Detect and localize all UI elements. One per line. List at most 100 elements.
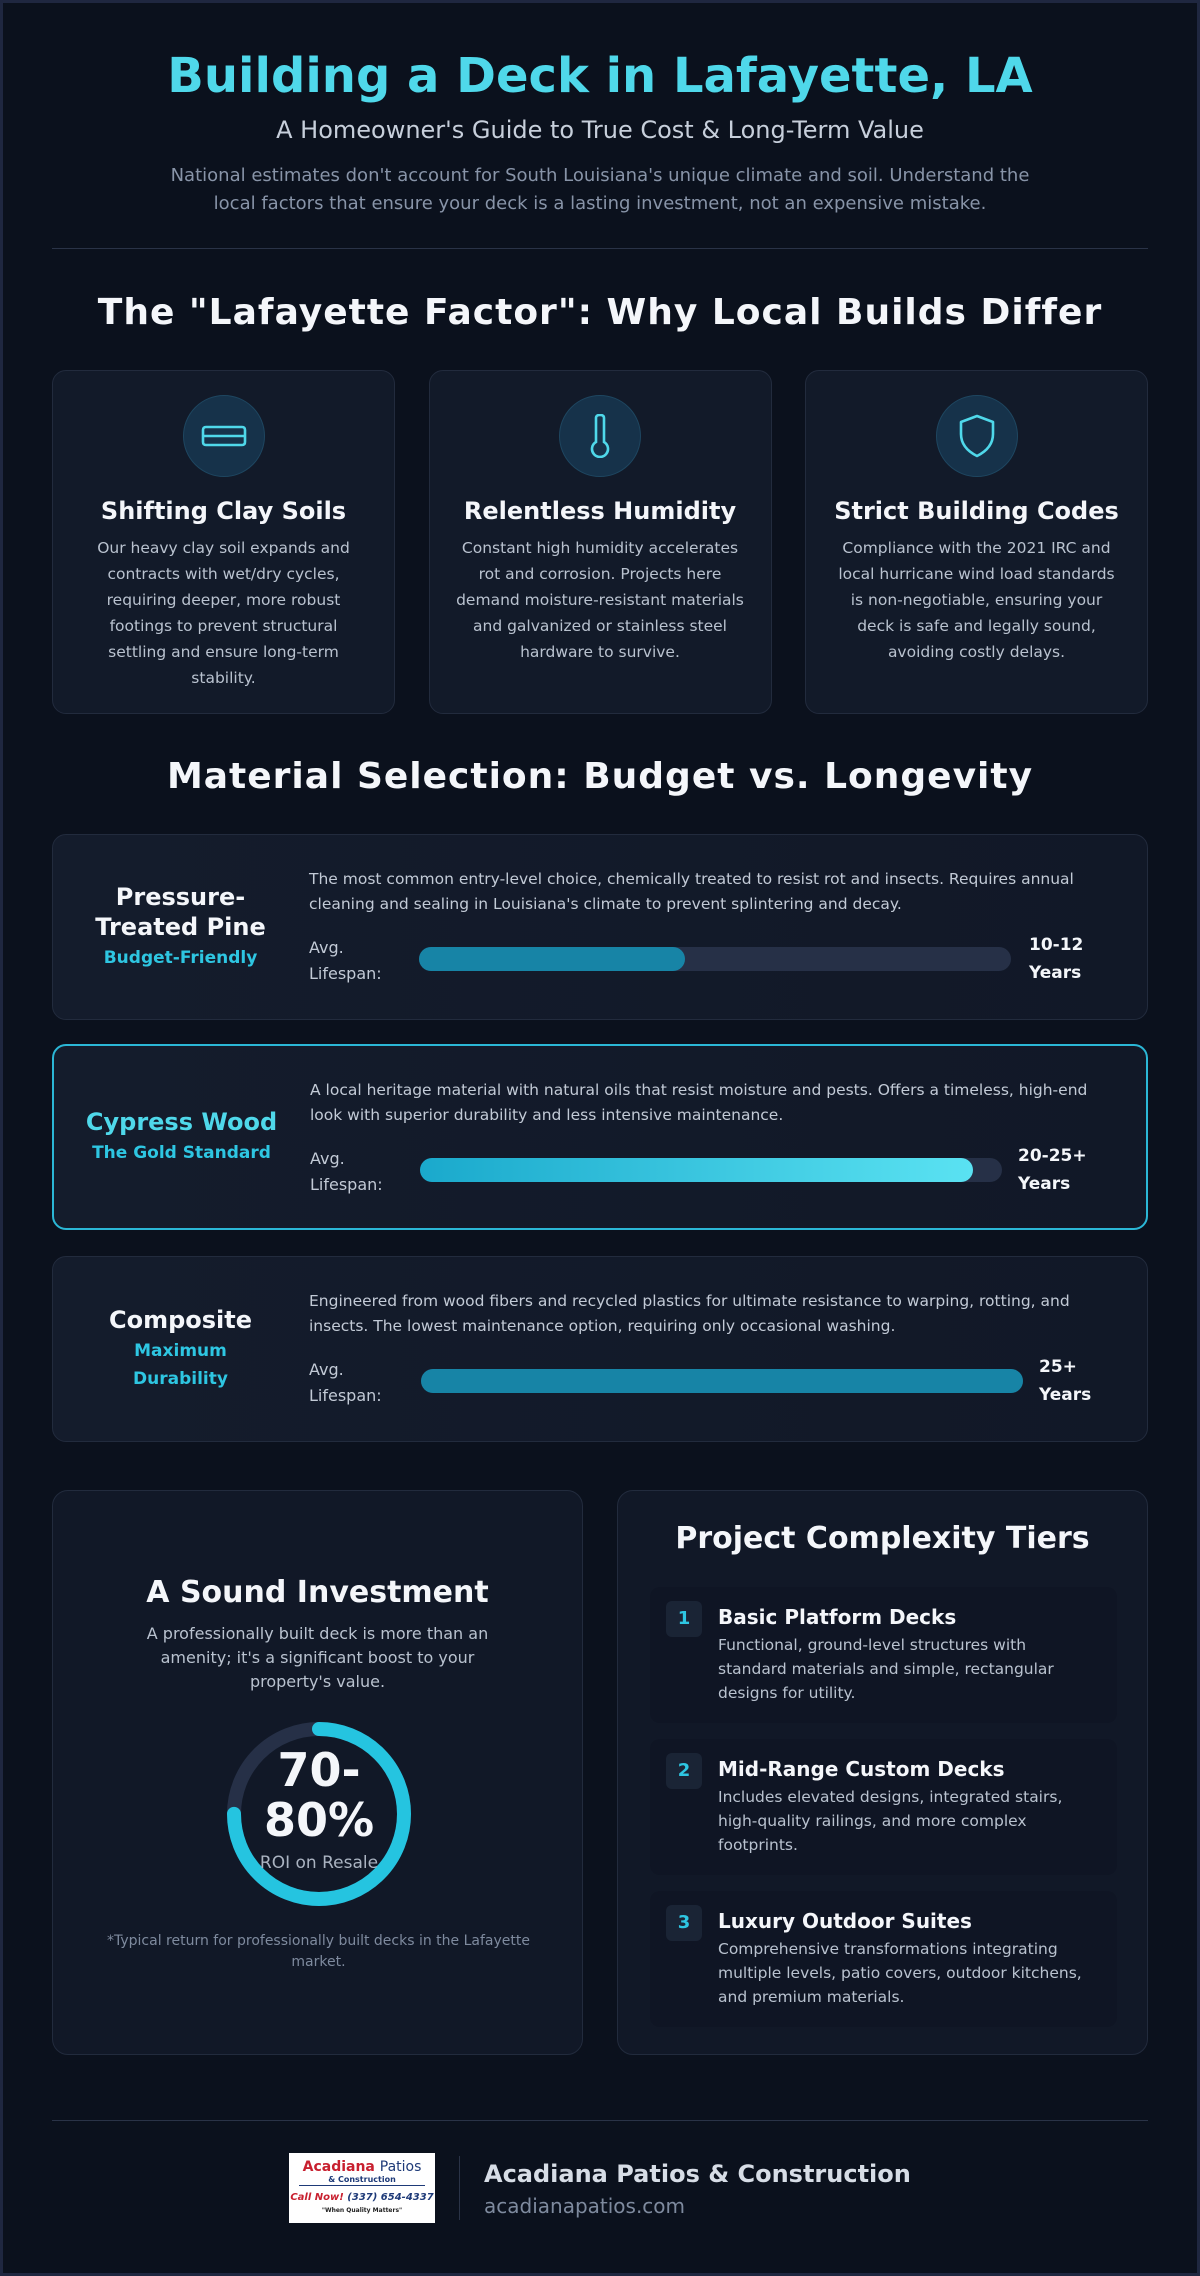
material-heading: Cypress Wood The Gold Standard bbox=[54, 1046, 309, 1228]
tier-title: Mid-Range Custom Decks bbox=[718, 1757, 1005, 1781]
shield-icon bbox=[935, 395, 1018, 477]
material-desc: Engineered from wood fibers and recycled… bbox=[309, 1292, 1070, 1335]
lifespan-label-1: Avg. bbox=[309, 938, 344, 957]
tier-number: 3 bbox=[666, 1905, 702, 1941]
lifespan-value-2: Years bbox=[1029, 963, 1082, 983]
factor-text: Compliance with the 2021 IRC and local h… bbox=[838, 539, 1115, 661]
clay-soil-icon bbox=[182, 395, 265, 477]
lifespan-value: 25+ Years bbox=[1039, 1353, 1091, 1409]
logo-word-1: Acadiana bbox=[302, 2159, 375, 2175]
materials-title: Material Selection: Budget vs. Longevity bbox=[166, 756, 1034, 797]
lifespan-bar-track bbox=[420, 1158, 1002, 1182]
material-heading: Pressure- Treated Pine Budget-Friendly bbox=[53, 835, 308, 1019]
lifespan-value-1: 20-25+ bbox=[1018, 1146, 1087, 1166]
investment-panel: A Sound Investment A professionally buil… bbox=[52, 1490, 583, 2055]
roi-ring-arc bbox=[227, 1722, 411, 1906]
roi-value-line-1: 70- bbox=[277, 1743, 361, 1797]
logo-word-2: Patios bbox=[379, 2159, 422, 2175]
logo-phone: (337) 654-4337 bbox=[347, 2192, 434, 2203]
lifespan-label-2: Lifespan: bbox=[309, 1386, 382, 1405]
intro-line-1: National estimates don't account for Sou… bbox=[170, 165, 1030, 186]
tier-title: Luxury Outdoor Suites bbox=[718, 1909, 972, 1933]
tier-number: 2 bbox=[666, 1753, 702, 1789]
factor-card-clay: Shifting Clay Soils Our heavy clay soil … bbox=[52, 370, 395, 714]
footer-divider bbox=[52, 2120, 1148, 2121]
roi-label: ROI on Resale bbox=[259, 1853, 379, 1873]
material-tag-line-1: Maximum bbox=[134, 1341, 227, 1361]
roi-ring: 70- 80% ROI on Resale bbox=[224, 1719, 414, 1909]
material-name: Cypress Wood bbox=[85, 1108, 278, 1136]
page-header: Building a Deck in Lafayette, LA A Homeo… bbox=[52, 44, 1148, 218]
tier-text: Includes elevated designs, integrated st… bbox=[718, 1788, 1063, 1854]
lifespan-bar-fill bbox=[421, 1369, 1023, 1393]
factor-card-codes: Strict Building Codes Compliance with th… bbox=[805, 370, 1148, 714]
material-desc: The most common entry-level choice, chem… bbox=[309, 870, 1074, 913]
material-name: Composite bbox=[108, 1306, 253, 1334]
lifespan-value-2: Years bbox=[1018, 1174, 1071, 1194]
logo-wordmark: Acadiana Patios bbox=[289, 2159, 435, 2175]
lifespan-label-1: Avg. bbox=[309, 1360, 344, 1379]
lifespan-value-2: Years bbox=[1039, 1385, 1092, 1405]
intro-line-2: local factors that ensure your deck is a… bbox=[213, 193, 987, 214]
factor-cards: Shifting Clay Soils Our heavy clay soil … bbox=[52, 370, 1148, 714]
lifespan-value-1: 10-12 bbox=[1029, 935, 1084, 955]
material-card-composite: Composite Maximum Durability Engineered … bbox=[52, 1256, 1148, 1442]
materials-heading-wrap: Material Selection: Budget vs. Longevity bbox=[52, 756, 1148, 797]
logo-call-label: Call Now! bbox=[290, 2192, 344, 2203]
logo-tagline: "When Quality Matters" bbox=[321, 2207, 403, 2214]
lifespan-bar-track bbox=[421, 1369, 1023, 1393]
lifespan-bar-track bbox=[419, 947, 1011, 971]
roi-footnote: *Typical return for professionally built… bbox=[106, 1933, 530, 1970]
company-website-link[interactable]: acadianapatios.com bbox=[484, 2194, 686, 2218]
tiers-title: Project Complexity Tiers bbox=[675, 1521, 1090, 1556]
tier-item: 2 Mid-Range Custom Decks Includes elevat… bbox=[650, 1739, 1117, 1875]
company-logo[interactable]: Acadiana Patios & Construction Call Now!… bbox=[289, 2153, 435, 2223]
factor-text: Our heavy clay soil expands and contract… bbox=[97, 539, 350, 687]
intro-text: National estimates don't account for Sou… bbox=[160, 162, 1040, 218]
tier-item: 1 Basic Platform Decks Functional, groun… bbox=[650, 1587, 1117, 1723]
thermometer-icon bbox=[559, 395, 641, 477]
material-desc: A local heritage material with natural o… bbox=[310, 1081, 1088, 1124]
lifespan-bar-fill bbox=[419, 947, 686, 971]
lifespan-value-1: 25+ bbox=[1039, 1357, 1077, 1377]
tier-title: Basic Platform Decks bbox=[718, 1605, 957, 1629]
factor-card-humidity: Relentless Humidity Constant high humidi… bbox=[428, 370, 772, 714]
factor-title: Strict Building Codes bbox=[834, 497, 1119, 525]
factors-title: The "Lafayette Factor": Why Local Builds… bbox=[97, 292, 1103, 333]
material-tag: Budget-Friendly bbox=[103, 948, 258, 968]
tier-text: Comprehensive transformations integratin… bbox=[718, 1940, 1082, 2006]
lifespan-value: 20-25+ Years bbox=[1018, 1142, 1087, 1198]
lifespan-value: 10-12 Years bbox=[1029, 931, 1083, 987]
logo-subline: & Construction bbox=[299, 2175, 425, 2186]
lifespan-label-2: Lifespan: bbox=[309, 964, 382, 983]
lifespan-label-2: Lifespan: bbox=[310, 1175, 383, 1194]
company-name: Acadiana Patios & Construction bbox=[484, 2160, 911, 2188]
factor-text: Constant high humidity accelerates rot a… bbox=[456, 539, 744, 661]
roi-value-line-2: 80% bbox=[263, 1793, 375, 1847]
factor-title: Shifting Clay Soils bbox=[100, 497, 347, 525]
investment-text: A professionally built deck is more than… bbox=[146, 1624, 489, 1691]
factor-title: Relentless Humidity bbox=[463, 497, 737, 525]
material-name-line-1: Pressure- bbox=[115, 883, 246, 911]
factors-heading-wrap: The "Lafayette Factor": Why Local Builds… bbox=[52, 292, 1148, 333]
page-subtitle: A Homeowner's Guide to True Cost & Long-… bbox=[276, 116, 924, 144]
tier-number: 1 bbox=[666, 1601, 702, 1637]
material-card-cypress: Cypress Wood The Gold Standard A local h… bbox=[52, 1044, 1148, 1230]
material-tag-line-2: Durability bbox=[133, 1369, 228, 1389]
footer-separator bbox=[459, 2156, 460, 2220]
divider bbox=[52, 248, 1148, 249]
lifespan-label: Avg. Lifespan: bbox=[310, 1146, 383, 1198]
investment-title: A Sound Investment bbox=[146, 1575, 489, 1610]
lifespan-label: Avg. Lifespan: bbox=[309, 1357, 382, 1409]
tier-text: Functional, ground-level structures with… bbox=[718, 1636, 1054, 1702]
material-heading: Composite Maximum Durability bbox=[53, 1257, 308, 1441]
page-title: Building a Deck in Lafayette, LA bbox=[167, 48, 1033, 104]
material-tag: The Gold Standard bbox=[92, 1143, 271, 1163]
material-name-line-2: Treated Pine bbox=[95, 913, 266, 941]
material-card-pine: Pressure- Treated Pine Budget-Friendly T… bbox=[52, 834, 1148, 1020]
lifespan-bar-fill bbox=[420, 1158, 973, 1182]
lifespan-label: Avg. Lifespan: bbox=[309, 935, 382, 987]
tiers-panel: Project Complexity Tiers 1 Basic Platfor… bbox=[617, 1490, 1148, 2055]
tier-item: 3 Luxury Outdoor Suites Comprehensive tr… bbox=[650, 1891, 1117, 2027]
